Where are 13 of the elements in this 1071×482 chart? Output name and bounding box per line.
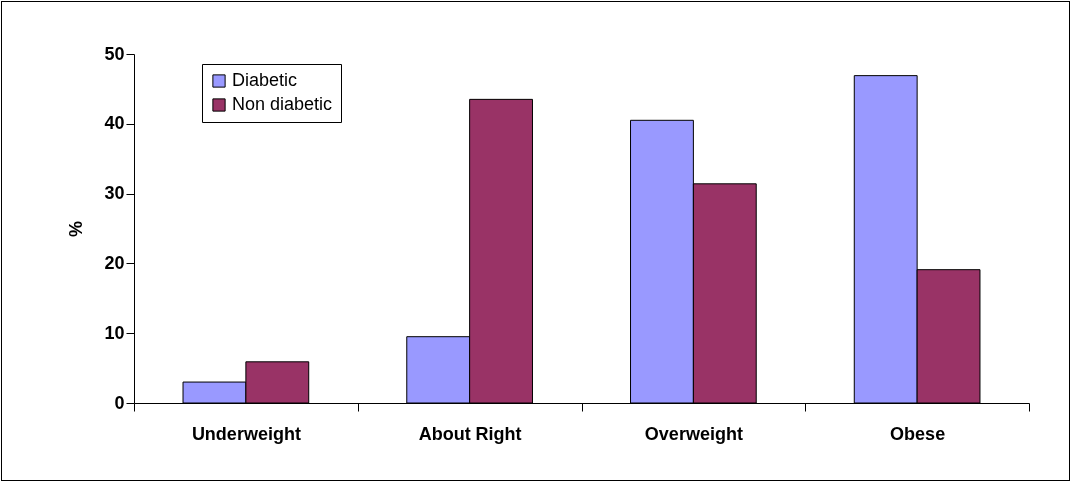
y-tick-label: 50 xyxy=(104,43,125,64)
x-tick-label: Obese xyxy=(890,423,946,444)
y-axis-title: % xyxy=(66,220,87,238)
legend-label: Diabetic xyxy=(232,70,298,90)
y-tick-label: 40 xyxy=(104,113,125,134)
y-tick-label: 30 xyxy=(104,183,125,204)
y-tick-label: 20 xyxy=(104,252,125,273)
y-tick-label: 10 xyxy=(104,322,125,343)
legend-label: Non diabetic xyxy=(232,94,333,114)
y-tick-label: 0 xyxy=(114,392,125,413)
x-tick-label: Overweight xyxy=(644,423,743,444)
x-tick-label: Underweight xyxy=(191,423,301,444)
x-tick-label: About Right xyxy=(418,423,522,444)
